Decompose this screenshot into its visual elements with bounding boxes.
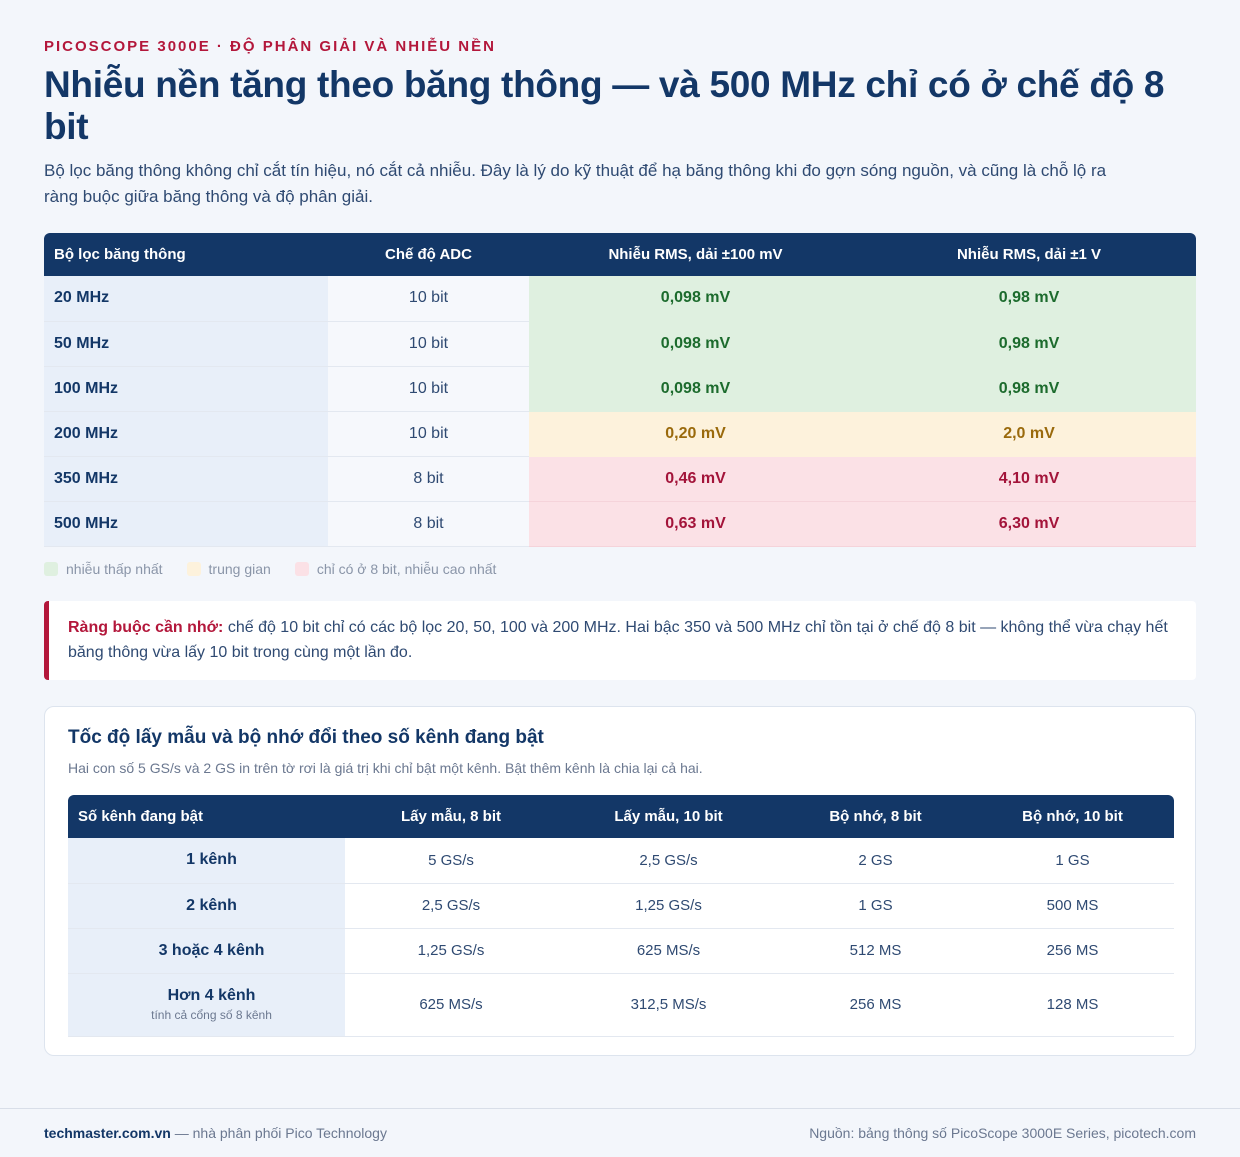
noise-100mv-cell: 0,20 mV <box>529 411 862 457</box>
noise-100mv-cell: 0,098 mV <box>529 321 862 367</box>
eyebrow: PICOSCOPE 3000E · ĐỘ PHÂN GIẢI VÀ NHIỄU … <box>44 38 496 55</box>
footer-left: techmaster.com.vn — nhà phân phối Pico T… <box>44 1125 387 1141</box>
sampling-table: Số kênh đang bật Lấy mẫu, 8 bit Lấy mẫu,… <box>68 795 1174 1037</box>
col-header: Số kênh đang bật <box>78 808 204 825</box>
col-header: Bộ nhớ, 8 bit <box>829 808 922 825</box>
sample-10bit-cell: 1,25 GS/s <box>557 883 780 929</box>
channels-cell: 1 kênh <box>68 838 345 884</box>
adc-mode-cell: 10 bit <box>328 411 529 457</box>
sample-8bit-cell: 2,5 GS/s <box>345 883 557 929</box>
noise-100mv-cell: 0,63 mV <box>529 501 862 547</box>
noise-1v-cell: 0,98 mV <box>862 366 1196 412</box>
legend: nhiễu thấp nhất trung gian chỉ có ở 8 bi… <box>44 561 496 577</box>
adc-mode-cell: 10 bit <box>328 321 529 367</box>
channels-cell: 3 hoặc 4 kênh <box>68 928 345 974</box>
table-row: Hơn 4 kênh tính cả cổng số 8 kênh 625 MS… <box>68 973 1174 1037</box>
footer-brand-link[interactable]: techmaster.com.vn <box>44 1125 171 1141</box>
col-header: Lấy mẫu, 8 bit <box>400 808 502 825</box>
col-header: Chế độ ADC <box>385 246 472 263</box>
sample-10bit-cell: 312,5 MS/s <box>557 973 780 1037</box>
page-subtitle: Bộ lọc băng thông không chỉ cắt tín hiệu… <box>44 161 1107 206</box>
noise-100mv-cell: 0,46 mV <box>529 456 862 502</box>
col-header: Lấy mẫu, 10 bit <box>614 808 723 825</box>
bandwidth-cell: 20 MHz <box>44 276 328 322</box>
sample-10bit-cell: 2,5 GS/s <box>557 838 780 884</box>
note-text: chế độ 10 bit chỉ có các bộ lọc 20, 50, … <box>68 619 1168 661</box>
channels-cell: 2 kênh <box>68 883 345 929</box>
legend-swatch-high <box>294 562 309 576</box>
legend-item-mid: trung gian <box>186 561 271 577</box>
legend-swatch-low <box>44 562 58 576</box>
table-row: 500 MHz 8 bit 0,63 mV 6,30 mV <box>44 501 1196 547</box>
bandwidth-cell: 350 MHz <box>44 456 328 502</box>
legend-item-high: chỉ có ở 8 bit, nhiễu cao nhất <box>294 561 497 577</box>
channels-cell: Hơn 4 kênh tính cả cổng số 8 kênh <box>68 973 345 1037</box>
channels-note: tính cả cổng số 8 kênh <box>151 1008 272 1022</box>
memory-10bit-cell: 256 MS <box>971 928 1174 974</box>
sample-8bit-cell: 5 GS/s <box>345 838 557 884</box>
adc-mode-cell: 10 bit <box>328 366 529 412</box>
table-row: 100 MHz 10 bit 0,098 mV 0,98 mV <box>44 366 1196 412</box>
bandwidth-cell: 50 MHz <box>44 321 328 367</box>
bandwidth-cell: 500 MHz <box>44 501 328 547</box>
noise-1v-cell: 0,98 mV <box>862 321 1196 367</box>
table-row: 2 kênh 2,5 GS/s 1,25 GS/s 1 GS 500 MS <box>68 883 1174 929</box>
noise-1v-cell: 0,98 mV <box>862 276 1196 322</box>
constraint-note: Ràng buộc cần nhớ: chế độ 10 bit chỉ có … <box>44 601 1196 680</box>
memory-8bit-cell: 2 GS <box>780 838 971 884</box>
adc-mode-cell: 8 bit <box>328 501 529 547</box>
bandwidth-cell: 200 MHz <box>44 411 328 457</box>
memory-10bit-cell: 128 MS <box>971 973 1174 1037</box>
note-lead: Ràng buộc cần nhớ: <box>68 619 224 636</box>
card-subtitle: Hai con số 5 GS/s và 2 GS in trên tờ rơi… <box>68 760 703 776</box>
adc-mode-cell: 10 bit <box>328 276 529 322</box>
sampling-table-header: Số kênh đang bật Lấy mẫu, 8 bit Lấy mẫu,… <box>68 795 1174 838</box>
memory-8bit-cell: 1 GS <box>780 883 971 929</box>
bandwidth-cell: 100 MHz <box>44 366 328 412</box>
table-row: 20 MHz 10 bit 0,098 mV 0,98 mV <box>44 276 1196 322</box>
noise-1v-cell: 4,10 mV <box>862 456 1196 502</box>
channels-label: Hơn 4 kênh <box>167 987 256 1004</box>
footer-tagline: — nhà phân phối Pico Technology <box>170 1125 387 1141</box>
table-row: 1 kênh 5 GS/s 2,5 GS/s 2 GS 1 GS <box>68 838 1174 884</box>
footer-source: Nguồn: bảng thông số PicoScope 3000E Ser… <box>809 1125 1196 1141</box>
adc-mode-cell: 8 bit <box>328 456 529 502</box>
memory-10bit-cell: 1 GS <box>971 838 1174 884</box>
table-row: 200 MHz 10 bit 0,20 mV 2,0 mV <box>44 411 1196 457</box>
memory-8bit-cell: 256 MS <box>780 973 971 1037</box>
noise-table: Bộ lọc băng thông Chế độ ADC Nhiễu RMS, … <box>44 233 1196 547</box>
col-header: Nhiễu RMS, dải ±1 V <box>956 246 1102 263</box>
table-row: 50 MHz 10 bit 0,098 mV 0,98 mV <box>44 321 1196 367</box>
noise-1v-cell: 6,30 mV <box>862 501 1196 547</box>
noise-1v-cell: 2,0 mV <box>862 411 1196 457</box>
legend-item-low: nhiễu thấp nhất <box>44 561 163 577</box>
sample-8bit-cell: 625 MS/s <box>345 973 557 1037</box>
col-header: Bộ lọc băng thông <box>54 246 186 263</box>
legend-label: chỉ có ở 8 bit, nhiễu cao nhất <box>316 561 497 577</box>
legend-swatch-mid <box>186 562 201 576</box>
col-header: Bộ nhớ, 10 bit <box>1022 808 1123 825</box>
card-title: Tốc độ lấy mẫu và bộ nhớ đổi theo số kên… <box>68 727 544 748</box>
footer: techmaster.com.vn — nhà phân phối Pico T… <box>0 1108 1240 1157</box>
table-row: 3 hoặc 4 kênh 1,25 GS/s 625 MS/s 512 MS … <box>68 928 1174 974</box>
col-header: Nhiễu RMS, dải ±100 mV <box>608 246 783 263</box>
sampling-card: Tốc độ lấy mẫu và bộ nhớ đổi theo số kên… <box>44 706 1196 1056</box>
legend-label: trung gian <box>208 561 271 577</box>
noise-100mv-cell: 0,098 mV <box>529 366 862 412</box>
page-title: Nhiễu nền tăng theo băng thông — và 500 … <box>44 64 1165 147</box>
sample-10bit-cell: 625 MS/s <box>557 928 780 974</box>
sample-8bit-cell: 1,25 GS/s <box>345 928 557 974</box>
memory-8bit-cell: 512 MS <box>780 928 971 974</box>
memory-10bit-cell: 500 MS <box>971 883 1174 929</box>
table-row: 350 MHz 8 bit 0,46 mV 4,10 mV <box>44 456 1196 502</box>
legend-label: nhiễu thấp nhất <box>66 561 163 577</box>
noise-table-header: Bộ lọc băng thông Chế độ ADC Nhiễu RMS, … <box>44 233 1196 276</box>
noise-100mv-cell: 0,098 mV <box>529 276 862 322</box>
